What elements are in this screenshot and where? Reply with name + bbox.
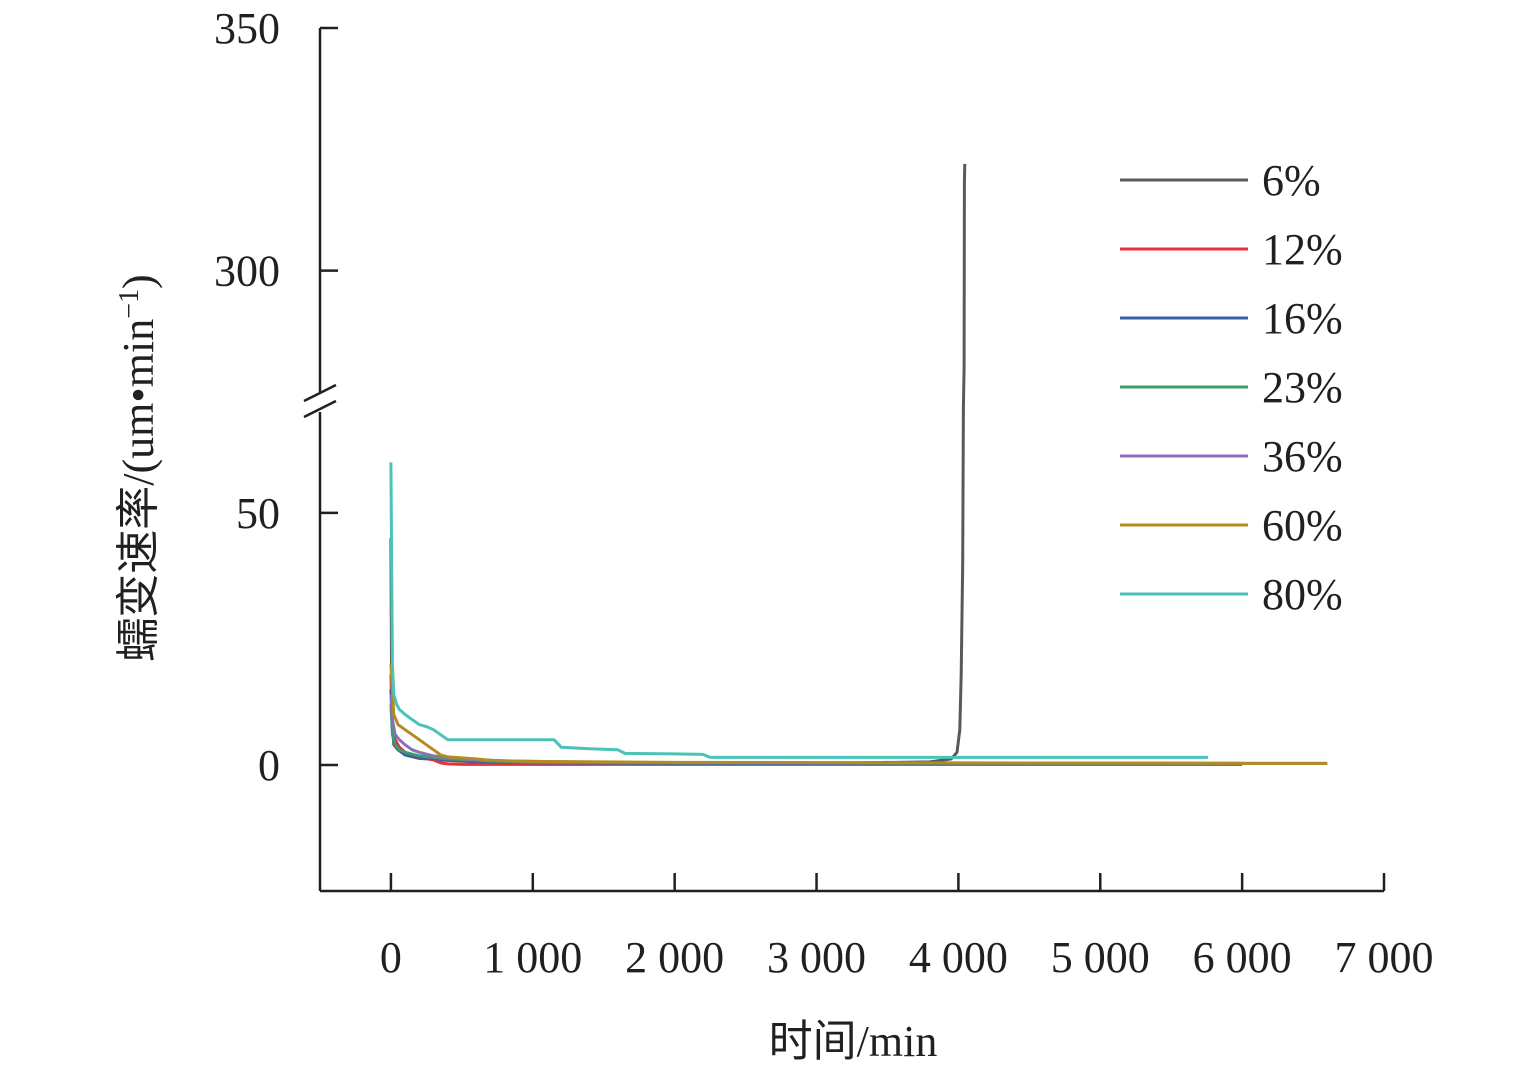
x-tick-label: 6 000 — [1193, 933, 1292, 982]
series-line-36pct — [389, 694, 1243, 765]
y-axis-title-main: 蠕变速率/(um•min — [114, 319, 163, 662]
y-axis-title-superscript: −1 — [114, 289, 145, 319]
x-tick-label: 5 000 — [1051, 933, 1150, 982]
y-tick-label: 50 — [236, 489, 280, 538]
y-tick-label: 300 — [214, 247, 280, 296]
x-axis-title: 时间/min — [769, 1017, 938, 1066]
y-axis-break-mark — [303, 399, 337, 419]
legend-label: 6% — [1262, 156, 1321, 205]
series-line-6pct — [389, 163, 967, 765]
x-tick-label: 4 000 — [909, 933, 1008, 982]
axes: 0 50 300 350 0 1 000 2 000 3 000 4 000 5 000 6 000… — [214, 4, 1434, 982]
y-axis-break-mark — [303, 383, 337, 403]
legend-label: 60% — [1262, 501, 1343, 550]
x-tick-label: 7 000 — [1335, 933, 1434, 982]
legend-label: 80% — [1262, 570, 1343, 619]
y-axis-title-close: ) — [114, 274, 163, 289]
y-axis-title: 蠕变速率/(um•min−1) — [114, 274, 164, 661]
x-tick-label: 0 — [380, 933, 402, 982]
x-tick-label: 3 000 — [767, 933, 866, 982]
series-layer — [389, 163, 1328, 766]
legend-label: 12% — [1262, 225, 1343, 274]
legend-label: 36% — [1262, 432, 1343, 481]
series-line-23pct — [389, 704, 1328, 765]
y-tick-label: 350 — [214, 4, 280, 53]
series-line-16pct — [389, 689, 1243, 766]
legend: 6% 12% 16% 23% 36% 60% 80% — [1120, 156, 1343, 619]
x-tick-label: 1 000 — [483, 933, 582, 982]
legend-label: 16% — [1262, 294, 1343, 343]
x-tick-label: 2 000 — [625, 933, 724, 982]
y-tick-label: 0 — [258, 741, 280, 790]
series-line-80pct — [389, 462, 1209, 759]
series-line-60pct — [389, 664, 1328, 765]
series-line-12pct — [389, 674, 1243, 766]
legend-label: 23% — [1262, 363, 1343, 412]
